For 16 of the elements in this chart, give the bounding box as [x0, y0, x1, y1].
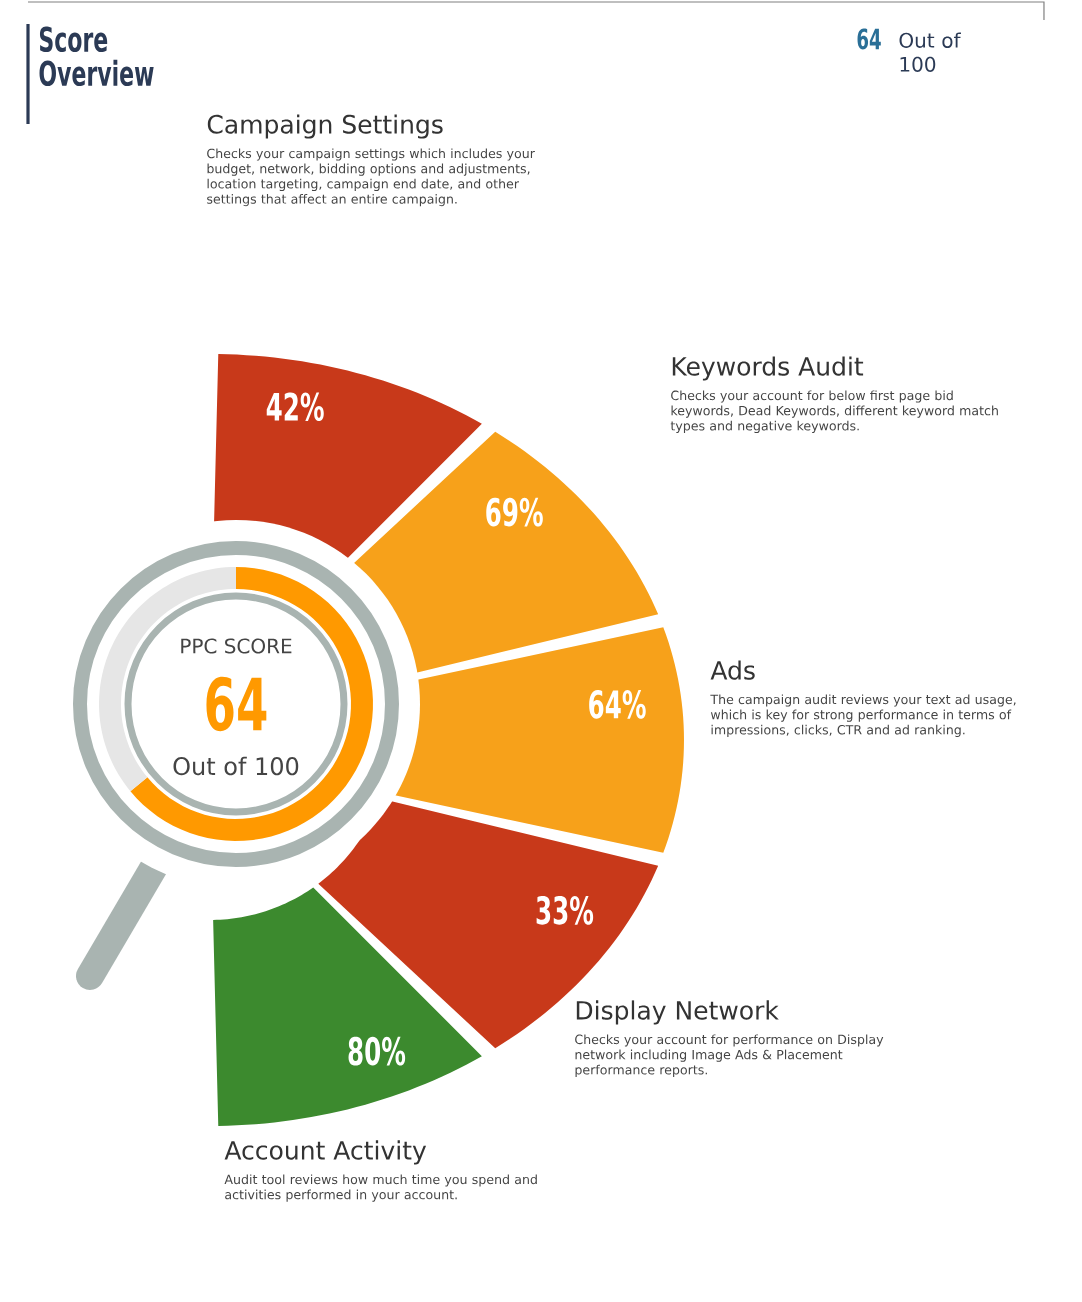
text: 64 — [857, 28, 881, 50]
data-label: 80% — [348, 1036, 406, 1066]
data-label: 33% — [536, 895, 594, 925]
text: Out of 100 — [899, 32, 961, 72]
data-label: 42% — [266, 392, 324, 422]
text: Score Overview — [39, 26, 154, 87]
data-label: 64% — [589, 690, 646, 719]
data-label: 69% — [486, 497, 543, 527]
category-label: Account Activity — [224, 1140, 427, 1165]
text: Out of 100 — [173, 756, 299, 776]
category-label: Display Network — [576, 1000, 779, 1025]
text: 64 — [206, 676, 267, 732]
category-label: Keywords Audit — [672, 356, 864, 381]
text: PPC SCORE — [181, 638, 292, 654]
category-label: Ads — [710, 660, 755, 680]
category-label: Campaign Settings — [207, 114, 443, 139]
